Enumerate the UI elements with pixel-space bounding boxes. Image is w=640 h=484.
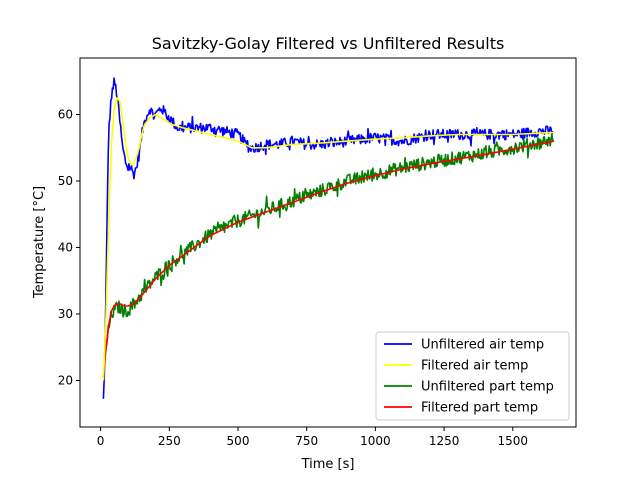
x-tick-label: 1250 bbox=[429, 434, 460, 448]
x-axis-ticks: 0 250 500 750 1000 1250 1500 bbox=[97, 427, 528, 448]
legend-label-3: Filtered part temp bbox=[421, 401, 538, 416]
x-tick-label: 250 bbox=[158, 434, 181, 448]
y-tick-label: 40 bbox=[58, 240, 73, 254]
x-tick-label: 500 bbox=[227, 434, 250, 448]
x-tick-label: 750 bbox=[295, 434, 318, 448]
legend-label-1: Filtered air temp bbox=[421, 359, 528, 374]
chart-title: Savitzky-Golay Filtered vs Unfiltered Re… bbox=[152, 34, 505, 53]
series-line-0 bbox=[102, 77, 555, 399]
series-layer bbox=[102, 77, 555, 399]
y-axis-ticks: 20 30 40 50 60 bbox=[58, 108, 80, 387]
y-tick-label: 50 bbox=[58, 174, 73, 188]
plot-frame bbox=[79, 57, 577, 428]
x-tick-label: 0 bbox=[97, 434, 105, 448]
y-tick-label: 60 bbox=[58, 108, 73, 122]
x-axis-label: Time [s] bbox=[301, 457, 355, 472]
series-line-1 bbox=[102, 97, 555, 381]
y-axis-label: Temperature [°C] bbox=[32, 186, 47, 299]
y-tick-label: 20 bbox=[58, 373, 73, 387]
legend: Unfiltered air temp Filtered air temp Unfi… bbox=[375, 331, 570, 421]
series-line-3 bbox=[102, 140, 555, 378]
x-tick-label: 1000 bbox=[360, 434, 391, 448]
legend-label-0: Unfiltered air temp bbox=[421, 338, 544, 353]
legend-label-2: Unfiltered part temp bbox=[421, 380, 554, 395]
y-tick-label: 30 bbox=[58, 307, 73, 321]
legend-box bbox=[375, 331, 570, 421]
x-tick-label: 1500 bbox=[498, 434, 529, 448]
